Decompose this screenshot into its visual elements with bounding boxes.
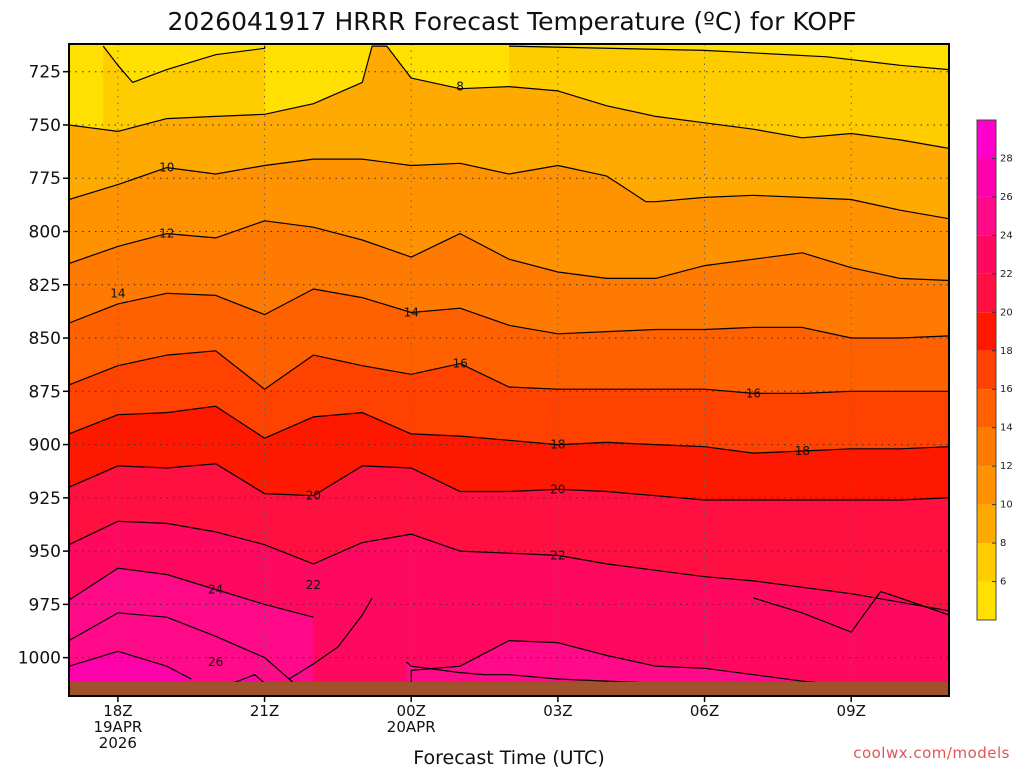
x-axis-label: Forecast Time (UTC) xyxy=(413,747,604,768)
y-tick-label-1000: 1000 xyxy=(18,649,61,669)
contour-label-11: 22 xyxy=(550,548,565,562)
contour-label-5: 16 xyxy=(452,357,467,371)
x-tick-label-0-1: 19APR xyxy=(93,718,142,736)
colorbar-frame xyxy=(976,119,997,621)
contour-10-3 xyxy=(69,158,949,220)
y-tick-label-850: 850 xyxy=(29,329,61,349)
contour-label-8: 18 xyxy=(795,444,810,458)
colorbar-label-28: 28 xyxy=(1000,153,1013,164)
colorbar-label-14: 14 xyxy=(1000,423,1013,434)
colorbar-label-22: 22 xyxy=(1000,269,1013,280)
contour-label-10: 20 xyxy=(550,482,565,496)
contour-label-12: 22 xyxy=(306,578,321,592)
x-tick-label-3-0: 21Z xyxy=(250,702,279,720)
colorbar-bin-10 xyxy=(977,466,996,505)
colorbar-bin-22 xyxy=(977,235,996,274)
y-tick-label-925: 925 xyxy=(29,489,61,509)
contour-label-3: 14 xyxy=(110,286,125,300)
colorbar-bin-20 xyxy=(977,273,996,313)
contour-6-1 xyxy=(508,45,949,71)
colorbar-label-12: 12 xyxy=(1000,461,1013,472)
y-tick-label-800: 800 xyxy=(29,223,61,243)
colorbar-bin-8 xyxy=(977,504,996,544)
colorbar-bin-26 xyxy=(977,158,996,197)
contour-24-12 xyxy=(69,567,314,618)
y-tick-label-725: 725 xyxy=(29,63,61,83)
y-axis: 725 750 775 800 825 850 875 900 925 950 975 1000 xyxy=(18,63,69,669)
colorbar-label-26: 26 xyxy=(1000,192,1013,203)
x-tick-label-6-1: 20APR xyxy=(387,718,436,736)
contour-label-7: 18 xyxy=(550,438,565,452)
colorbar-bin-28 xyxy=(977,120,996,159)
contour-24-13 xyxy=(69,612,295,684)
y-tick-label-950: 950 xyxy=(29,542,61,562)
x-tick-label-0-0: 18Z xyxy=(103,702,132,720)
contour-12-4 xyxy=(69,220,949,282)
colorbar-label-8: 8 xyxy=(1000,538,1006,549)
chart-title: 2026041917 HRRR Forecast Temperature (ºC… xyxy=(167,7,856,36)
contour-label-13: 24 xyxy=(208,582,223,596)
y-tick-label-975: 975 xyxy=(29,595,61,615)
contour-label-1: 10 xyxy=(159,161,174,175)
contour-14-5 xyxy=(69,288,949,339)
contour-22-9 xyxy=(69,520,949,612)
plot-area: 8 10 12 14 14 16 16 18 18 20 20 22 22 24 26 xyxy=(69,44,949,696)
y-tick-label-900: 900 xyxy=(29,436,61,456)
colorbar-bin-16 xyxy=(977,350,996,390)
contour-6-0 xyxy=(102,45,266,83)
colorbar-bin-14 xyxy=(977,389,996,428)
contour-16-6 xyxy=(69,350,949,394)
colorbar-bin-18 xyxy=(977,312,996,351)
colorbar-bin-24 xyxy=(977,196,996,236)
colorbar-label-16: 16 xyxy=(1000,384,1013,395)
colorbar-bin-4 xyxy=(977,581,996,620)
colorbar-bin-6 xyxy=(977,543,996,582)
contour-lines xyxy=(69,45,949,693)
temperature-fill xyxy=(69,44,949,696)
y-tick-label-825: 825 xyxy=(29,276,61,296)
x-tick-label-15-0: 09Z xyxy=(837,702,866,720)
contour-22-11 xyxy=(753,591,949,633)
y-tick-label-775: 775 xyxy=(29,169,61,189)
colorbar-label-6: 6 xyxy=(1000,577,1006,588)
x-tick-label-9-0: 03Z xyxy=(543,702,572,720)
contour-label-14: 26 xyxy=(208,655,223,669)
contour-26-15 xyxy=(69,650,192,680)
colorbar-label-10: 10 xyxy=(1000,500,1013,511)
contour-label-6: 16 xyxy=(746,386,761,400)
x-tick-label-0-2: 2026 xyxy=(99,734,137,752)
contour-8-2 xyxy=(69,45,949,149)
colorbar-label-24: 24 xyxy=(1000,230,1013,241)
contour-label-9: 20 xyxy=(306,489,321,503)
band-fill-22-11 xyxy=(753,591,949,696)
colorbar-label-18: 18 xyxy=(1000,346,1013,357)
colorbar: 6 8 10 12 14 16 18 20 22 24 26 28 xyxy=(976,119,1013,621)
contour-labels: 8 10 12 14 14 16 16 18 18 20 20 22 22 24 26 xyxy=(110,80,810,669)
credit-text[interactable]: coolwx.com/models xyxy=(853,744,1010,762)
contour-20-8 xyxy=(69,463,949,501)
contour-label-0: 8 xyxy=(456,80,464,94)
x-tick-label-12-0: 06Z xyxy=(690,702,719,720)
contour-label-2: 12 xyxy=(159,227,174,241)
colorbar-bin-12 xyxy=(977,427,996,467)
contour-22-10 xyxy=(288,597,373,680)
colorbar-label-20: 20 xyxy=(1000,307,1013,318)
y-tick-label-875: 875 xyxy=(29,382,61,402)
x-tick-label-6-0: 00Z xyxy=(397,702,426,720)
contour-label-4: 14 xyxy=(404,305,419,319)
ground-band xyxy=(69,682,949,696)
y-tick-label-750: 750 xyxy=(29,116,61,136)
plot-frame xyxy=(68,43,950,697)
grid-lines xyxy=(69,44,949,696)
contour-18-7 xyxy=(69,405,949,454)
